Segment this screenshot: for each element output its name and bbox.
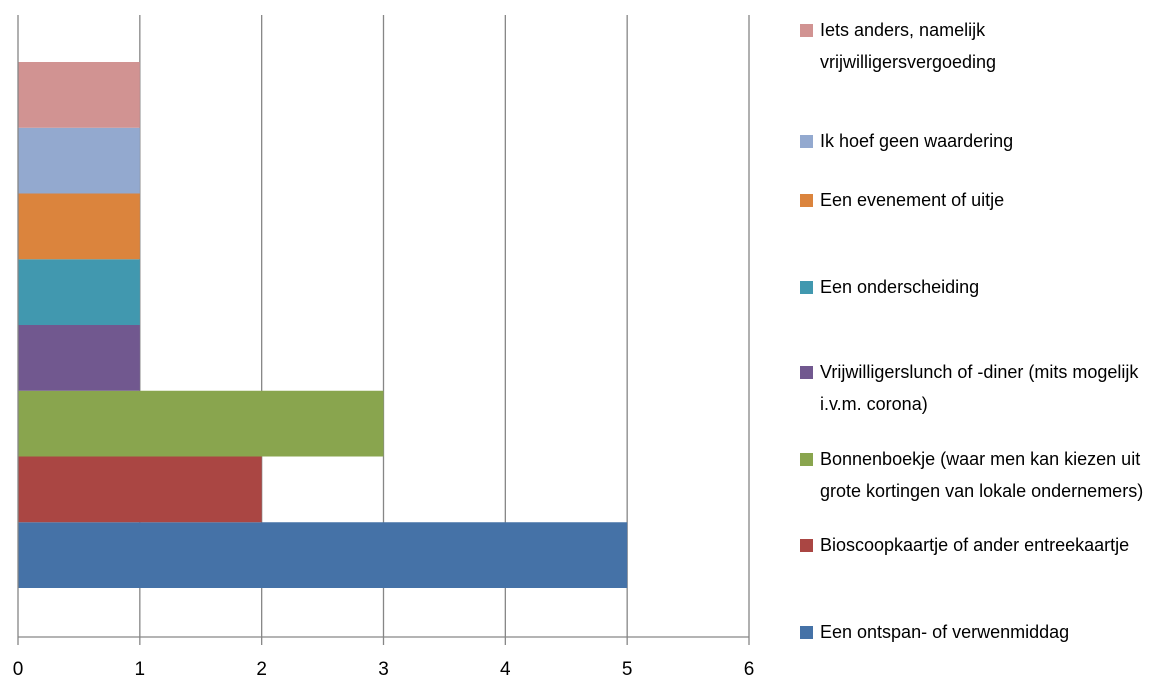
- x-tick-label: 2: [256, 659, 267, 680]
- bar: [18, 62, 140, 128]
- legend-entry: Iets anders, namelijk vrijwilligersvergo…: [800, 14, 1160, 78]
- legend-swatch: [800, 453, 813, 466]
- legend-entry: Bonnenboekje (waar men kan kiezen uit gr…: [800, 443, 1160, 507]
- legend-label: Een onderscheiding: [820, 277, 980, 297]
- bar: [18, 193, 140, 260]
- legend-label: Ik hoef geen waardering: [820, 131, 1014, 151]
- legend-label: Iets anders, namelijk vrijwilligersvergo…: [820, 20, 997, 72]
- legend-entry: Een onderscheiding: [800, 271, 1160, 303]
- legend-swatch: [800, 281, 813, 294]
- legend-entry: Een evenement of uitje: [800, 184, 1160, 216]
- plot: 0 1 2 3 4 5 6: [13, 15, 755, 680]
- bar: [18, 259, 140, 325]
- bar: [18, 390, 384, 457]
- legend-swatch: [800, 366, 813, 379]
- x-tick-label: 1: [135, 659, 146, 680]
- legend-label: Vrijwilligerslunch of -diner (mits mogel…: [820, 362, 1139, 414]
- bar: [18, 522, 628, 588]
- legend-swatch: [800, 626, 813, 639]
- x-tick-label: 4: [500, 659, 511, 680]
- x-tick-label: 0: [13, 659, 24, 680]
- x-tick-label: 5: [622, 659, 633, 680]
- legend-swatch: [800, 539, 813, 552]
- legend-entry: Ik hoef geen waardering: [800, 125, 1160, 157]
- legend-entry: Vrijwilligerslunch of -diner (mits mogel…: [800, 356, 1160, 420]
- legend-swatch: [800, 135, 813, 148]
- legend-entry: Een ontspan- of verwenmiddag: [800, 616, 1160, 648]
- bar: [18, 456, 262, 523]
- legend-label: Bonnenboekje (waar men kan kiezen uit gr…: [820, 449, 1144, 501]
- legend-label: Een evenement of uitje: [820, 190, 1005, 210]
- bar: [18, 325, 140, 391]
- legend-label: Bioscoopkaartje of ander entreekaartje: [820, 535, 1130, 555]
- x-tick-label: 3: [378, 659, 389, 680]
- bar: [18, 127, 140, 194]
- x-tick-label: 6: [744, 659, 755, 680]
- legend-swatch: [800, 24, 813, 37]
- legend-swatch: [800, 194, 813, 207]
- legend-entry: Bioscoopkaartje of ander entreekaartje: [800, 529, 1160, 561]
- legend-label: Een ontspan- of verwenmiddag: [820, 622, 1070, 642]
